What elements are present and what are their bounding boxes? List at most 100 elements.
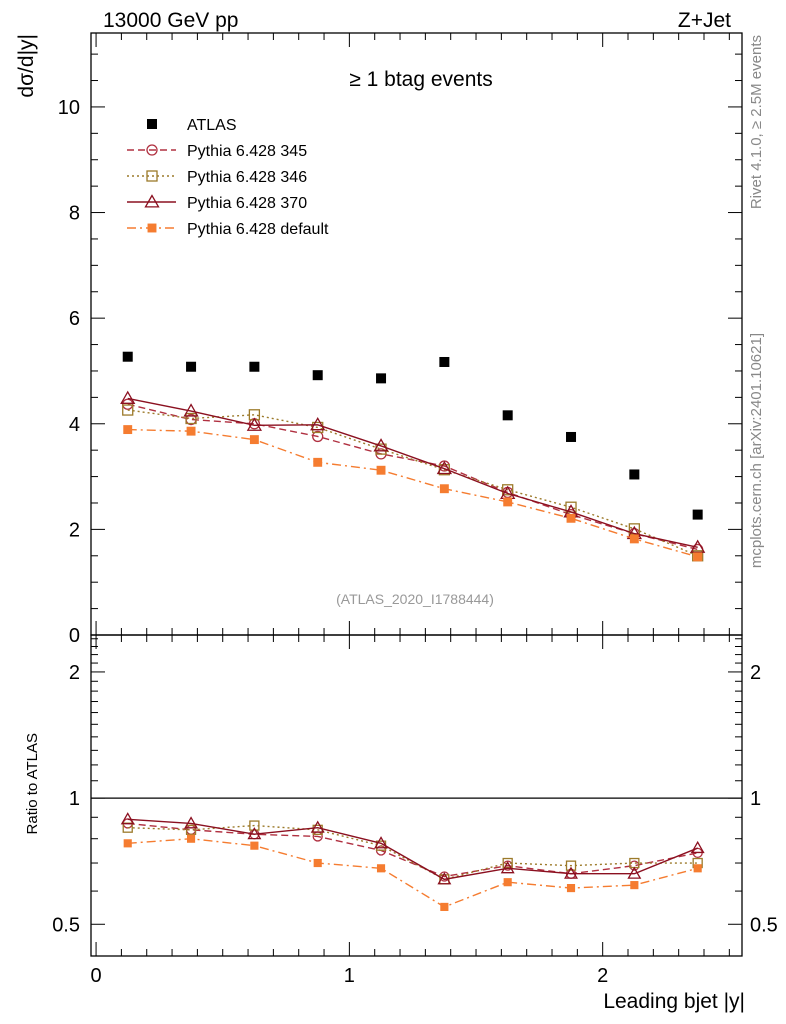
legend-pythia-6-428-346-label: Pythia 6.428 346 [187, 169, 307, 186]
ratio-y-tick-label-right: 0.5 [750, 914, 778, 936]
x-axis-label: Leading bjet |y| [603, 990, 745, 1013]
ratio-panel-frame [90, 634, 743, 957]
legend-atlas-marker [147, 119, 157, 129]
pythia-6-428-370-point [183, 403, 199, 417]
ratio-y-tick-label-right: 2 [750, 662, 761, 684]
legend-atlas-label: ATLAS [187, 117, 237, 134]
atlas-data-point [629, 469, 640, 480]
pythia-6-428-default-ratio-point [693, 864, 702, 873]
main-y-axis-label: dσ/d|y| [15, 34, 38, 98]
legend-pythia-6-428-345-label: Pythia 6.428 345 [187, 143, 307, 160]
legend-pythia-6-428-default-label: Pythia 6.428 default [187, 221, 329, 238]
pythia-6-428-345-line [127, 403, 698, 551]
pythia-6-428-default-line [127, 428, 698, 558]
main-axis-ticks: 0 2 4 6 8 10 [58, 33, 742, 647]
pythia-6-428-370-point [120, 390, 136, 404]
pythia-6-428-default-point [693, 552, 703, 562]
pythia-6-428-370-point [310, 417, 326, 431]
pythia-6-428-default-point [186, 426, 196, 436]
pythia-6-428-345-point [122, 398, 134, 410]
main-series-layer [120, 351, 706, 562]
pythia-6-428-default-point [629, 534, 639, 544]
pythia-6-428-346-ratio-point [249, 820, 260, 831]
atlas-data-point [122, 351, 133, 362]
ratio-y-tick-label: 0.5 [52, 914, 80, 936]
pythia-6-428-370-ratio-point [627, 866, 642, 879]
pythia-6-428-default-ratio-line [127, 838, 698, 908]
chart-title: ≥ 1 btag events [349, 68, 492, 91]
pythia-6-428-370-ratio-point [184, 816, 199, 829]
rivet-label: Rivet 4.1.0, ≥ 2.5M events [748, 35, 765, 209]
pythia-6-428-346-ratio-point [565, 860, 577, 871]
analysis-tag: (ATLAS_2020_I1788444) [336, 591, 494, 607]
header-right-label: Z+Jet [678, 9, 731, 32]
pythia-6-428-345-ratio-line [127, 822, 698, 878]
pythia-6-428-default-point [123, 425, 133, 435]
pythia-6-428-370-ratio-point [374, 836, 389, 849]
pythia-6-428-default-ratio-point [630, 881, 639, 890]
ratio-y-tick-label: 1 [69, 788, 80, 810]
atlas-data-point [312, 370, 323, 381]
pythia-6-428-346-ratio-point [185, 824, 197, 835]
ratio-y-tick-label-right: 1 [750, 788, 761, 810]
main-y-tick-label: 6 [69, 308, 80, 330]
pythia-6-428-370-ratio-point [247, 827, 262, 840]
pythia-6-428-346-line [127, 409, 698, 557]
pythia-6-428-370-ratio-point [120, 812, 135, 825]
atlas-data-point [502, 410, 513, 421]
main-y-tick-label: 4 [69, 414, 80, 436]
pythia-6-428-default-ratio-point [376, 864, 386, 873]
ratio-y-axis-label: Ratio to ATLAS [24, 733, 41, 834]
atlas-data-point [186, 361, 197, 372]
atlas-data-point [439, 356, 450, 367]
pythia-6-428-default-point [313, 457, 323, 467]
header-left-label: 13000 GeV pp [103, 9, 238, 32]
legend: ATLAS Pythia 6.428 345 Pythia 6.428 346 Pyt… [127, 117, 329, 238]
ratio-axis-ticks: 0 1 2 0.5 0.5 1 1 2 2 [52, 635, 778, 987]
x-tick-label: 1 [344, 965, 355, 987]
atlas-data-point [566, 431, 577, 442]
legend-pythia-6-428-346-marker [146, 170, 158, 182]
pythia-6-428-370-ratio-point [690, 840, 705, 854]
legend-pythia-6-428-default-marker [147, 223, 157, 233]
pythia-6-428-default-ratio-point [566, 884, 576, 893]
legend-pythia-6-428-370-marker [144, 194, 160, 208]
pythia-6-428-default-ratio-point [250, 841, 259, 850]
pythia-6-428-346-ratio-line [127, 824, 698, 881]
pythia-6-428-default-ratio-point [186, 834, 196, 843]
atlas-data-point [249, 361, 260, 372]
pythia-6-428-default-point [566, 513, 576, 523]
pythia-6-428-default-point [503, 497, 513, 507]
mcplots-label: mcplots.cern.ch [arXiv:2401.10621] [748, 333, 765, 568]
pythia-6-428-346-point [185, 412, 197, 425]
pythia-6-428-346-point [502, 484, 514, 496]
pythia-6-428-370-ratio-point [437, 872, 452, 885]
atlas-data-point [376, 373, 387, 384]
pythia-6-428-default-ratio-point [313, 858, 322, 868]
ratio-y-tick-label: 2 [69, 662, 80, 684]
pythia-6-428-default-point [249, 435, 259, 445]
x-tick-label: 0 [91, 965, 102, 987]
pythia-6-428-370-ratio-point [500, 861, 515, 874]
pythia-6-428-345-point [312, 430, 324, 443]
pythia-6-428-default-point [439, 484, 449, 494]
pythia-6-428-370-point [373, 438, 389, 452]
main-y-tick-label: 10 [58, 97, 80, 119]
main-y-tick-label: 0 [69, 625, 80, 647]
pythia-6-428-370-ratio-line [127, 818, 698, 881]
legend-pythia-6-428-370-label: Pythia 6.428 370 [187, 195, 307, 212]
main-y-tick-label: 2 [69, 519, 80, 541]
x-tick-label: 2 [597, 965, 608, 987]
pythia-6-428-370-ratio-point [564, 866, 578, 879]
pythia-6-428-370-ratio-point [310, 820, 325, 833]
main-y-tick-label: 8 [69, 203, 80, 225]
pythia-6-428-370-line [127, 397, 698, 549]
ratio-series-layer [120, 812, 705, 911]
pythia-6-428-346-point [122, 404, 134, 416]
pythia-6-428-default-point [376, 465, 386, 475]
legend-pythia-6-428-345-marker [146, 144, 158, 156]
pythia-6-428-346-ratio-point [502, 857, 513, 869]
pythia-6-428-default-ratio-point [503, 878, 512, 887]
pythia-6-428-370-point [436, 460, 452, 475]
